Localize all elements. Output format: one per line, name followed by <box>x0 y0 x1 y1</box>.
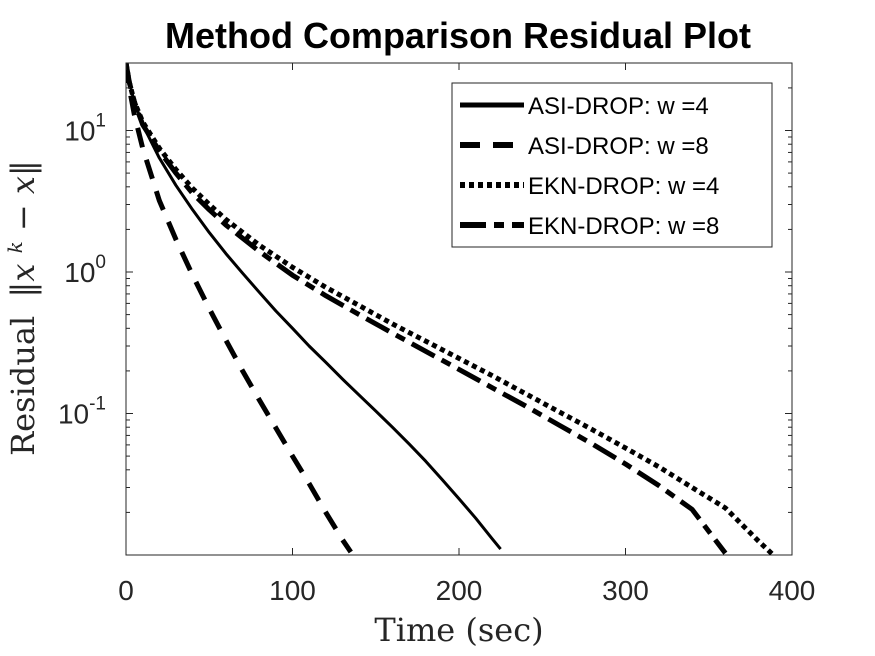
y-axis-label-norm: ‖x <box>4 264 42 298</box>
x-tick-label: 100 <box>269 575 316 606</box>
legend-label-ekn-drop-w-4: EKN-DROP: w =4 <box>528 173 719 200</box>
series-layer <box>126 63 774 555</box>
legend-label-ekn-drop-w-8: EKN-DROP: w =8 <box>528 213 719 240</box>
x-axis-ticks: 0 100 200 300 400 <box>118 63 815 606</box>
y-tick-label-base: 10 <box>64 257 95 288</box>
x-tick-label: 200 <box>436 575 483 606</box>
legend: ASI-DROP: w =4 ASI-DROP: w =8 EKN-DROP: w … <box>451 82 773 248</box>
y-axis-label-sup: k <box>3 241 27 253</box>
series-line-asi-drop-w-8 <box>126 63 353 554</box>
legend-label-asi-drop-w-8: ASI-DROP: w =8 <box>528 133 709 160</box>
chart-title: Method Comparison Residual Plot <box>165 15 751 56</box>
y-tick-label-exponent: 0 <box>95 252 106 273</box>
y-tick-label: 100 <box>64 252 106 288</box>
x-tick-label: 400 <box>769 575 816 606</box>
series-line-asi-drop-w-4 <box>126 63 502 551</box>
y-tick-label-base: 10 <box>64 116 95 147</box>
y-tick-label-exponent: 1 <box>95 111 106 132</box>
y-tick-label-base: 10 <box>58 399 89 430</box>
legend-label-asi-drop-w-4: ASI-DROP: w =4 <box>528 93 709 120</box>
series-line-ekn-drop-w-8 <box>126 63 728 555</box>
y-axis-label: Residual ‖x k − x‖ <box>0 160 42 456</box>
y-axis-label-word: Residual <box>4 316 42 456</box>
legend-box <box>451 82 773 248</box>
x-tick-label: 0 <box>118 575 134 606</box>
y-tick-label: 10-1 <box>58 394 106 430</box>
y-tick-label-exponent: -1 <box>89 394 106 415</box>
y-axis-label-rest: − x‖ <box>4 160 42 231</box>
x-tick-label: 300 <box>602 575 649 606</box>
y-tick-label: 101 <box>64 111 106 147</box>
x-axis-label: Time (sec) <box>374 611 543 649</box>
